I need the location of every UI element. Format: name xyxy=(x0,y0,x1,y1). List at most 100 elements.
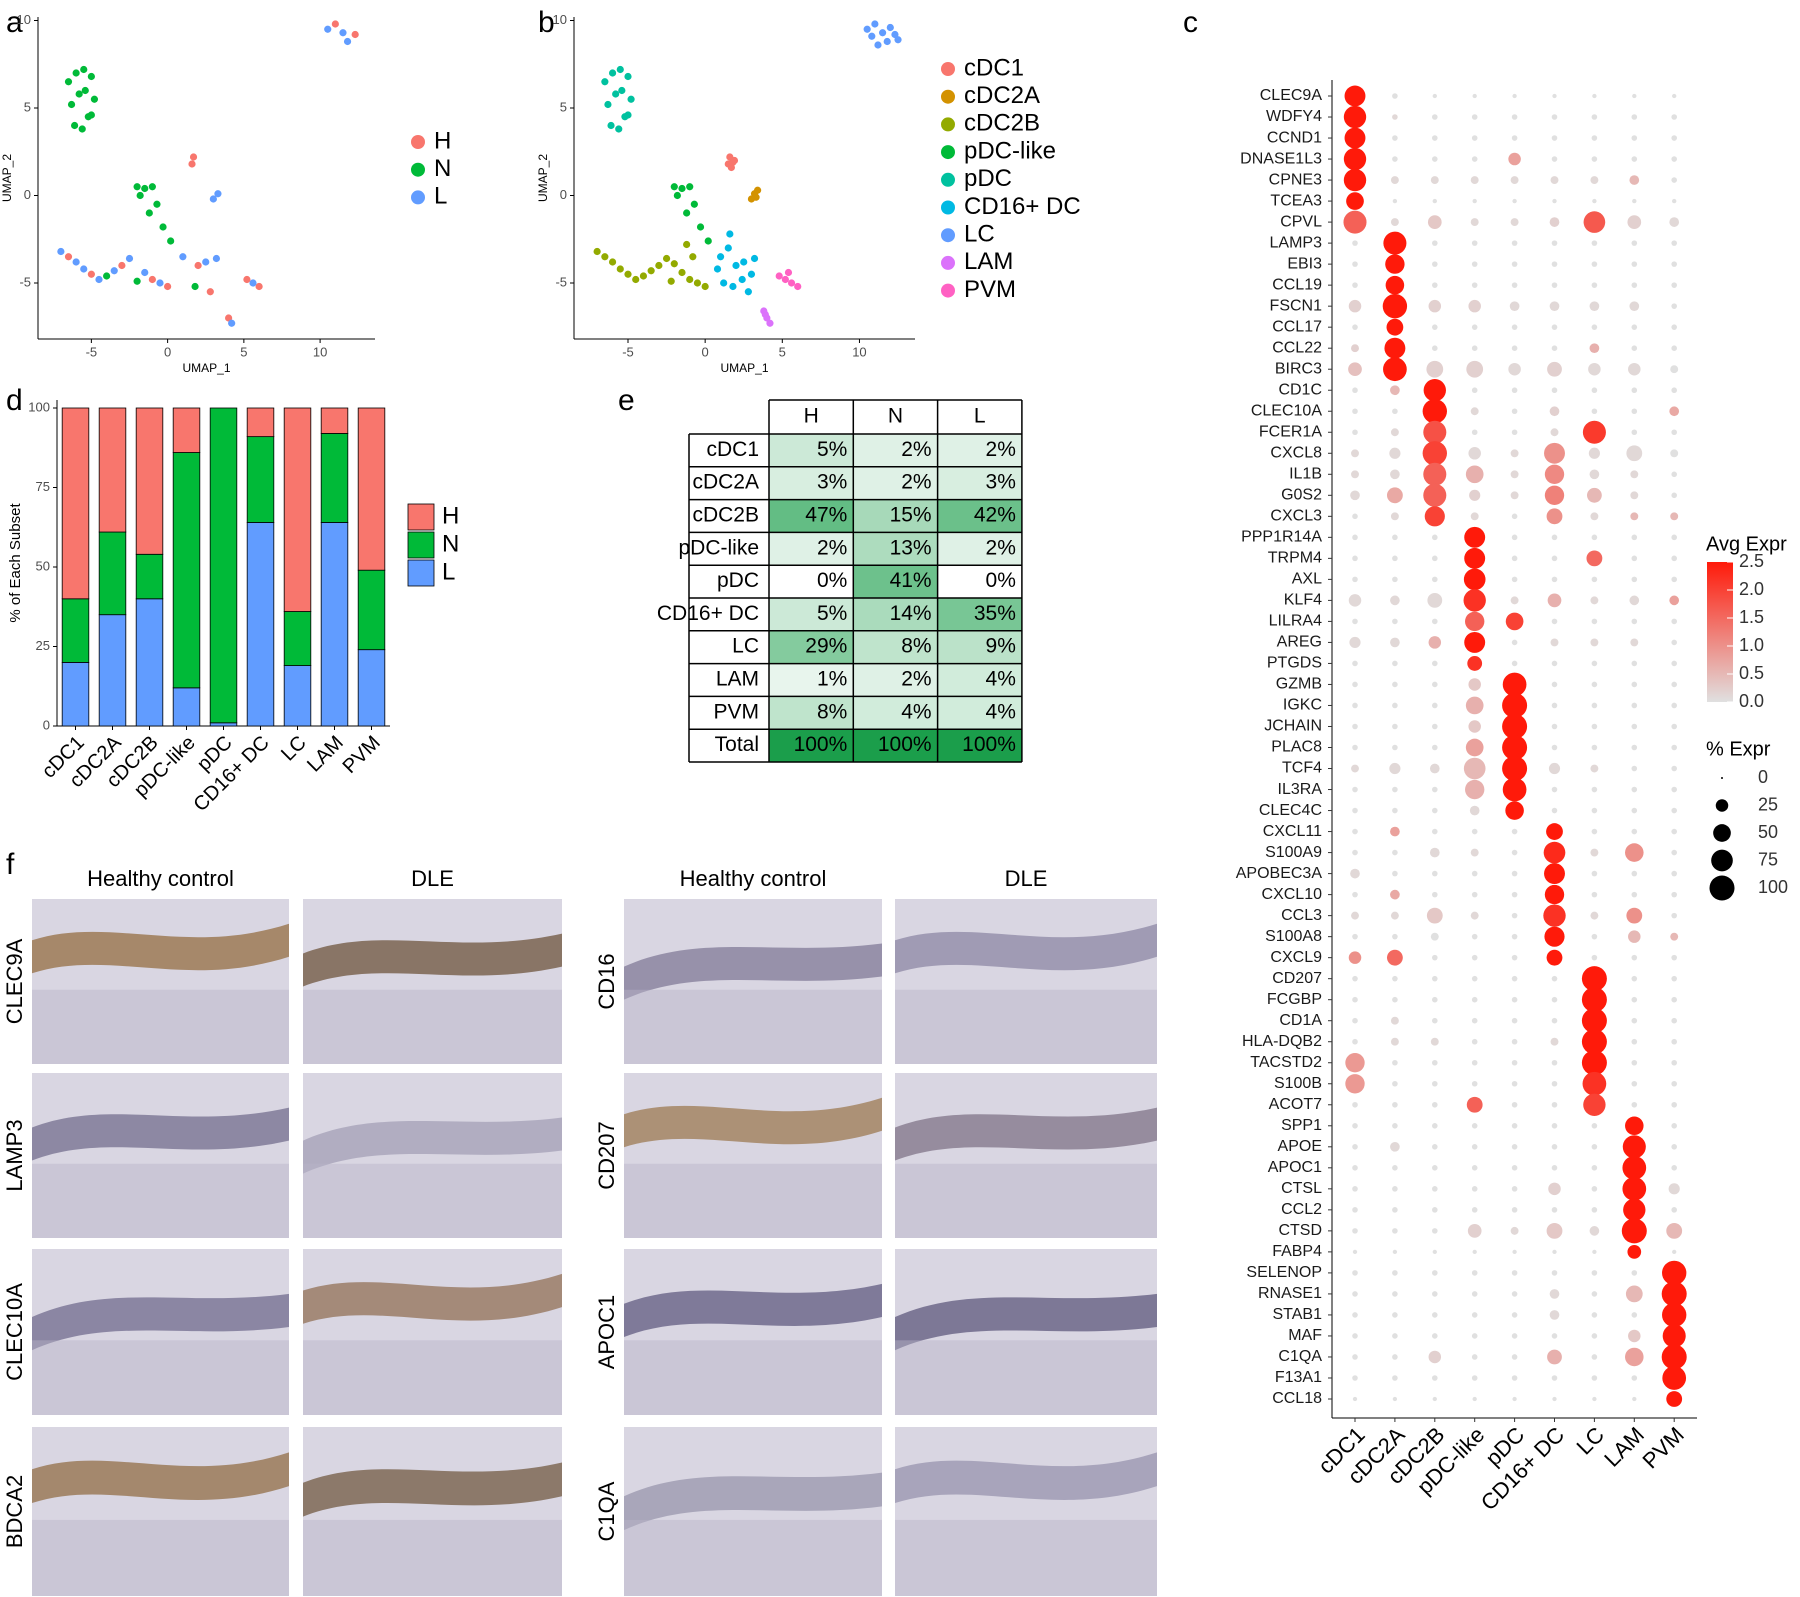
dot xyxy=(1392,1312,1398,1318)
dot xyxy=(1511,429,1518,436)
dot xyxy=(1581,1029,1607,1055)
column-title: Healthy control xyxy=(87,866,234,891)
dot xyxy=(1352,261,1358,267)
gene-label: TACSTD2 xyxy=(1250,1054,1322,1071)
dot xyxy=(1671,282,1677,288)
dot xyxy=(1511,912,1518,919)
point xyxy=(878,29,887,37)
point xyxy=(243,275,251,284)
dot xyxy=(1552,198,1557,204)
dot xyxy=(1470,176,1479,185)
dot xyxy=(1632,93,1637,99)
dot xyxy=(1631,240,1638,246)
dot xyxy=(1389,762,1401,775)
dot xyxy=(1348,299,1362,313)
dot xyxy=(1352,681,1358,688)
dot xyxy=(1432,828,1438,835)
dot xyxy=(1471,261,1478,267)
table-cell xyxy=(769,729,854,762)
dot xyxy=(1551,1333,1558,1339)
point xyxy=(616,265,624,273)
epidermis xyxy=(303,933,562,987)
point xyxy=(615,125,623,133)
dot xyxy=(1392,135,1398,141)
dot xyxy=(1432,198,1437,204)
dot xyxy=(1432,954,1438,961)
dot xyxy=(1661,1344,1687,1370)
dot xyxy=(1390,889,1400,900)
row-label: cDC1 xyxy=(706,438,759,461)
dot xyxy=(1511,660,1518,667)
dot xyxy=(1591,261,1598,267)
dot xyxy=(1352,429,1358,436)
dot xyxy=(1628,1329,1641,1343)
dot xyxy=(1392,93,1398,99)
dot xyxy=(1591,1122,1598,1129)
dot xyxy=(1432,324,1438,330)
dot xyxy=(1551,324,1558,330)
marker-label: CLEC9A xyxy=(2,938,27,1024)
dot xyxy=(1591,870,1598,877)
dot xyxy=(1502,735,1528,760)
dot xyxy=(1511,1165,1518,1171)
dot xyxy=(1389,447,1401,459)
dot xyxy=(1591,1186,1598,1192)
dot xyxy=(1392,1228,1398,1234)
point xyxy=(616,65,624,74)
cell-text: 1% xyxy=(817,668,847,691)
gene-label: CXCL9 xyxy=(1270,949,1322,966)
gene-label: APOE xyxy=(1278,1138,1322,1155)
dot xyxy=(1511,870,1518,877)
tissue-image xyxy=(32,1073,289,1238)
bar-segment xyxy=(98,531,127,616)
point xyxy=(87,270,95,278)
dot xyxy=(1551,618,1558,625)
epidermis xyxy=(32,923,289,974)
dot xyxy=(1432,1017,1438,1024)
dermis-texture xyxy=(624,1163,882,1238)
dot xyxy=(1390,385,1400,396)
point xyxy=(693,279,702,287)
dot xyxy=(1352,1396,1358,1402)
dot xyxy=(1583,211,1606,233)
dot xyxy=(1465,611,1485,632)
dot xyxy=(1427,592,1443,608)
point xyxy=(673,191,681,200)
dot xyxy=(1423,420,1447,444)
dot xyxy=(1549,217,1560,227)
legend-label: pDC xyxy=(964,165,1012,192)
dot xyxy=(1625,1285,1643,1303)
point xyxy=(148,275,156,284)
legend-label: LC xyxy=(964,221,995,248)
dot xyxy=(1511,1270,1518,1276)
dot xyxy=(1581,987,1607,1013)
dot xyxy=(1549,1289,1560,1299)
dot xyxy=(1430,932,1439,941)
point xyxy=(189,153,198,161)
dot xyxy=(1551,744,1558,751)
dot xyxy=(1432,1312,1438,1318)
point xyxy=(662,254,671,263)
dot xyxy=(1631,954,1638,961)
marker-label: CLEC10A xyxy=(2,1283,27,1381)
gene-label: WDFY4 xyxy=(1266,108,1322,125)
legend-marker xyxy=(411,162,425,177)
row-label: pDC-like xyxy=(678,536,759,559)
dot xyxy=(1509,301,1520,312)
dot xyxy=(1551,156,1558,162)
table-cell xyxy=(853,696,938,730)
dot xyxy=(1510,491,1519,500)
dot xyxy=(1621,1218,1647,1244)
dot xyxy=(1468,720,1481,733)
point xyxy=(249,279,257,287)
tissue-image xyxy=(303,899,562,1064)
dot xyxy=(1390,595,1400,606)
bar-segment xyxy=(135,553,164,600)
dot xyxy=(1511,954,1518,961)
colorbar-label: 1.5 xyxy=(1739,607,1764,627)
dot xyxy=(1343,210,1367,234)
epidermis xyxy=(624,1283,882,1337)
point xyxy=(80,65,88,74)
legend-label: L xyxy=(434,183,447,210)
